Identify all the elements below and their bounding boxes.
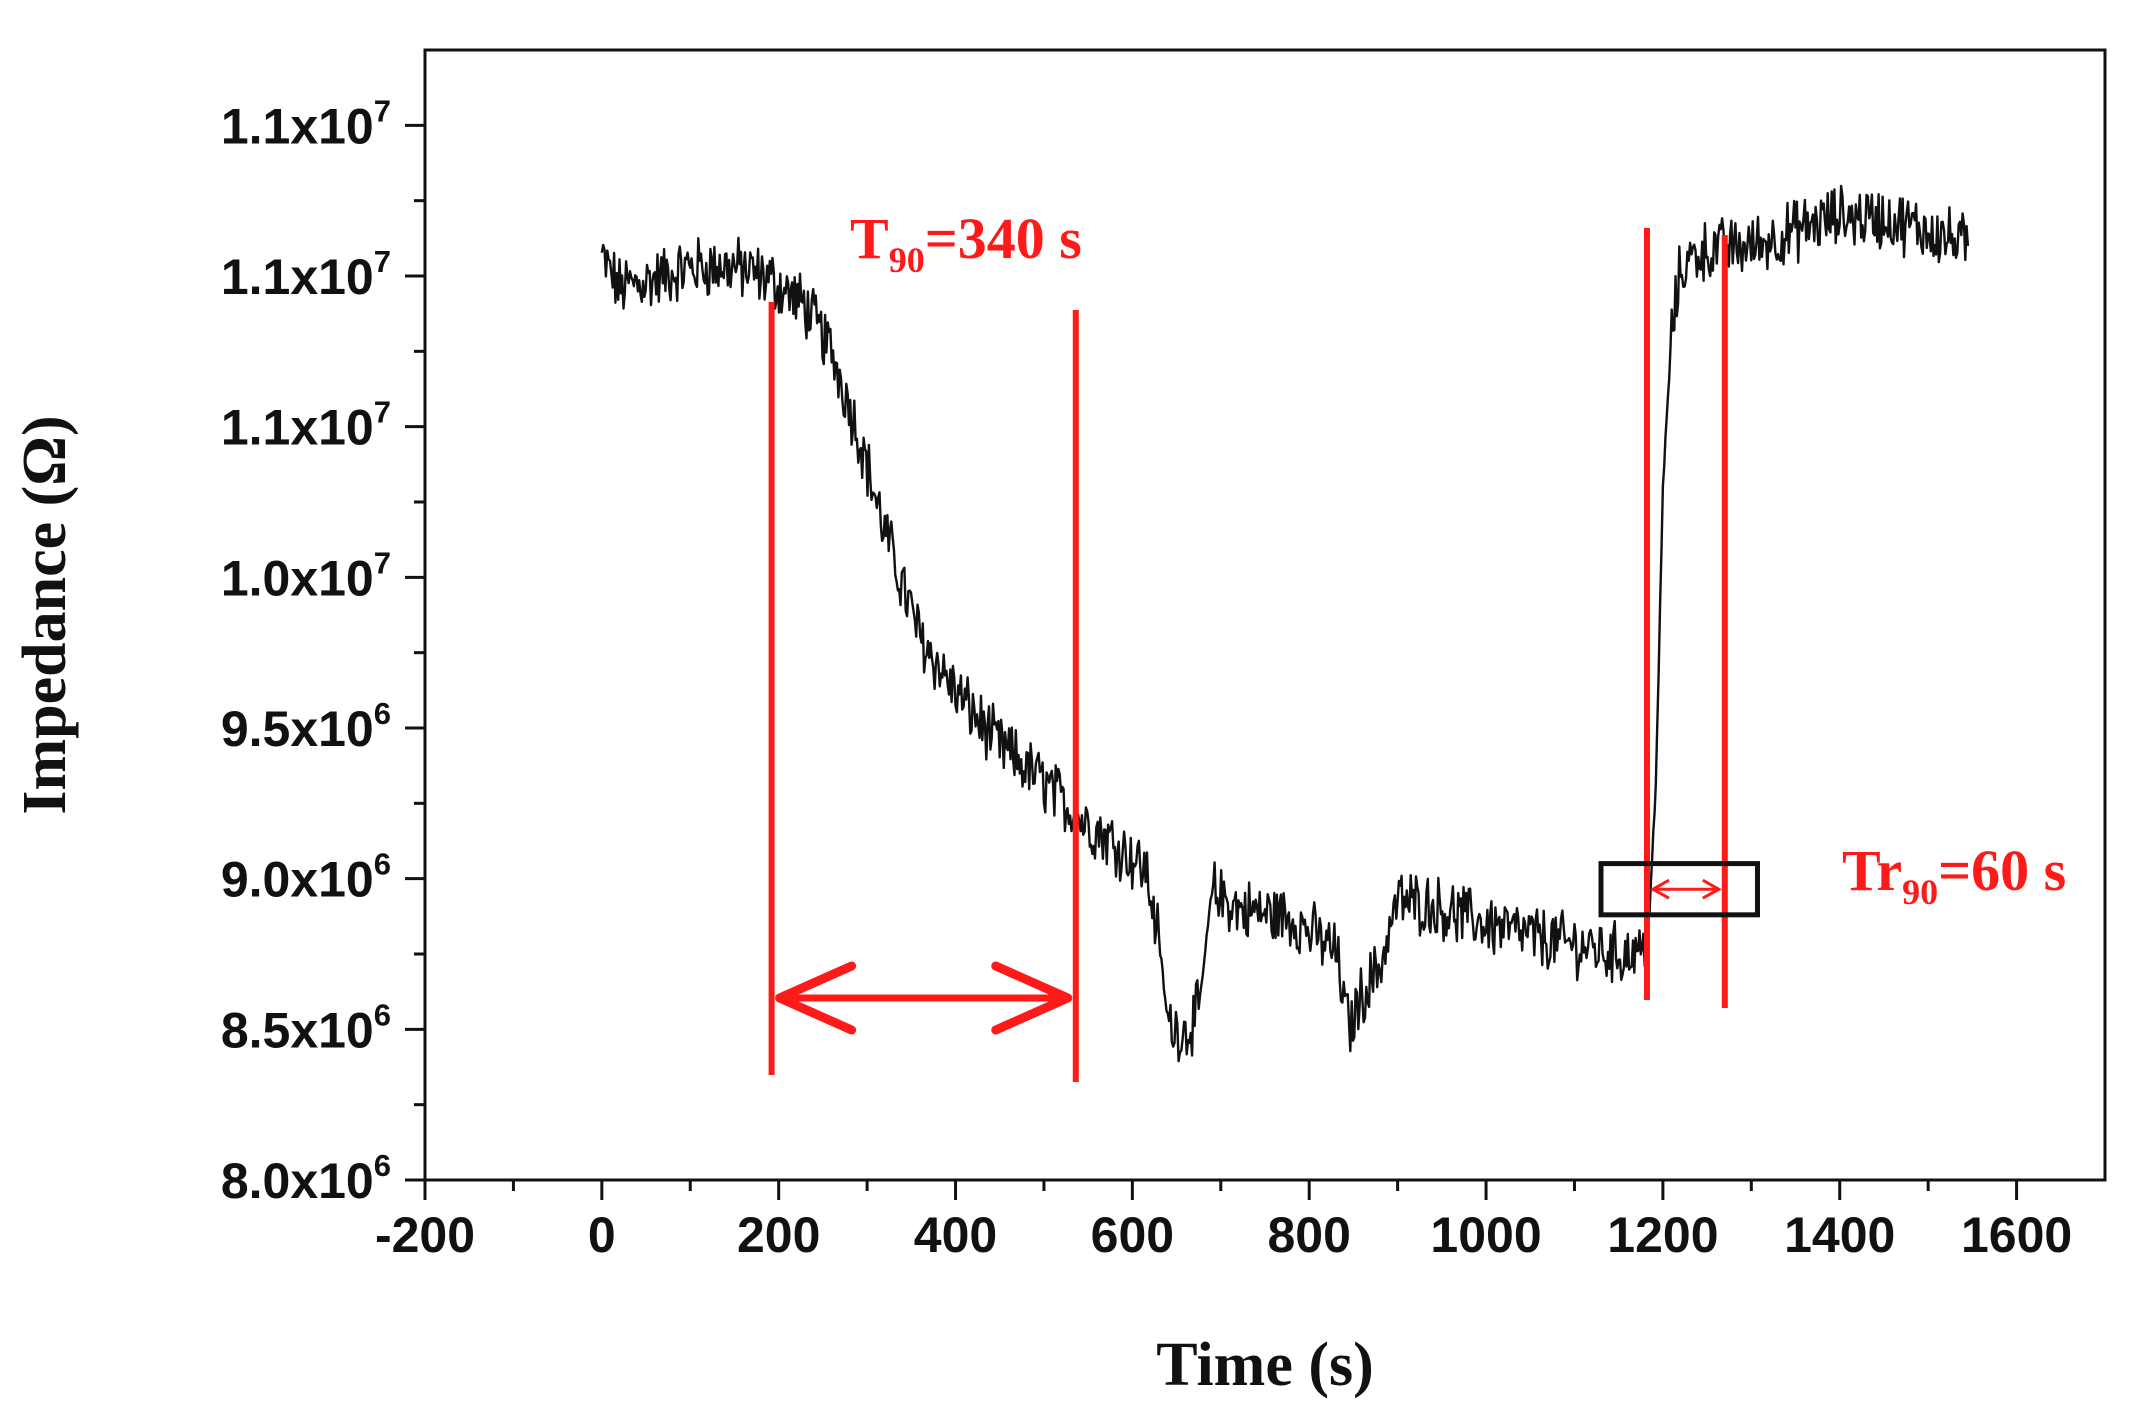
- y-tick-label: 8.5x106: [221, 997, 391, 1058]
- x-tick-label: 0: [588, 1207, 616, 1263]
- x-axis-title: Time (s): [1156, 1331, 1374, 1399]
- x-tick-label: 1400: [1784, 1207, 1895, 1263]
- x-tick-label: 1000: [1430, 1207, 1541, 1263]
- t90-label: T90=340 s: [850, 206, 1082, 280]
- series-line: [600, 184, 1970, 1063]
- tr90-label: Tr90=60 s: [1842, 838, 2066, 912]
- y-tick-label: 1.1x107: [221, 395, 391, 456]
- y-tick-label: 9.0x106: [221, 847, 391, 908]
- t90-arrow-head-left: [775, 961, 857, 1035]
- tr90-box: [1598, 861, 1761, 918]
- plot-frame: [423, 48, 2107, 1182]
- y-tick-label: 1.1x107: [221, 244, 391, 305]
- y-tick-label: 1.0x107: [221, 545, 391, 606]
- y-axis-title: Impedance (Ω): [11, 415, 79, 814]
- x-tick-label: 400: [914, 1207, 997, 1263]
- data-series: [600, 184, 1970, 1063]
- tick-labels: -200 0 200 400 600 800 1000 1200 1400 1600 8.0x106…: [221, 93, 2072, 1263]
- x-tick-label: 800: [1267, 1207, 1350, 1263]
- tr90-arrow-head-right: [1702, 878, 1722, 900]
- x-tick-label: -200: [375, 1207, 475, 1263]
- y-tick-label: 9.5x106: [221, 696, 391, 757]
- tr90-arrow-head-left: [1649, 878, 1670, 900]
- x-tick-label: 200: [737, 1207, 820, 1263]
- x-tick-label: 600: [1091, 1207, 1174, 1263]
- t90-arrow-head-right: [991, 961, 1073, 1035]
- annotations: T90=340 s Tr90=60 s: [768, 206, 2066, 1082]
- axis-ticks: [405, 123, 2019, 1200]
- y-tick-label: 8.0x106: [221, 1148, 391, 1209]
- y-tick-label: 1.1x107: [221, 93, 391, 154]
- x-tick-label: 1600: [1961, 1207, 2072, 1263]
- x-tick-label: 1200: [1607, 1207, 1718, 1263]
